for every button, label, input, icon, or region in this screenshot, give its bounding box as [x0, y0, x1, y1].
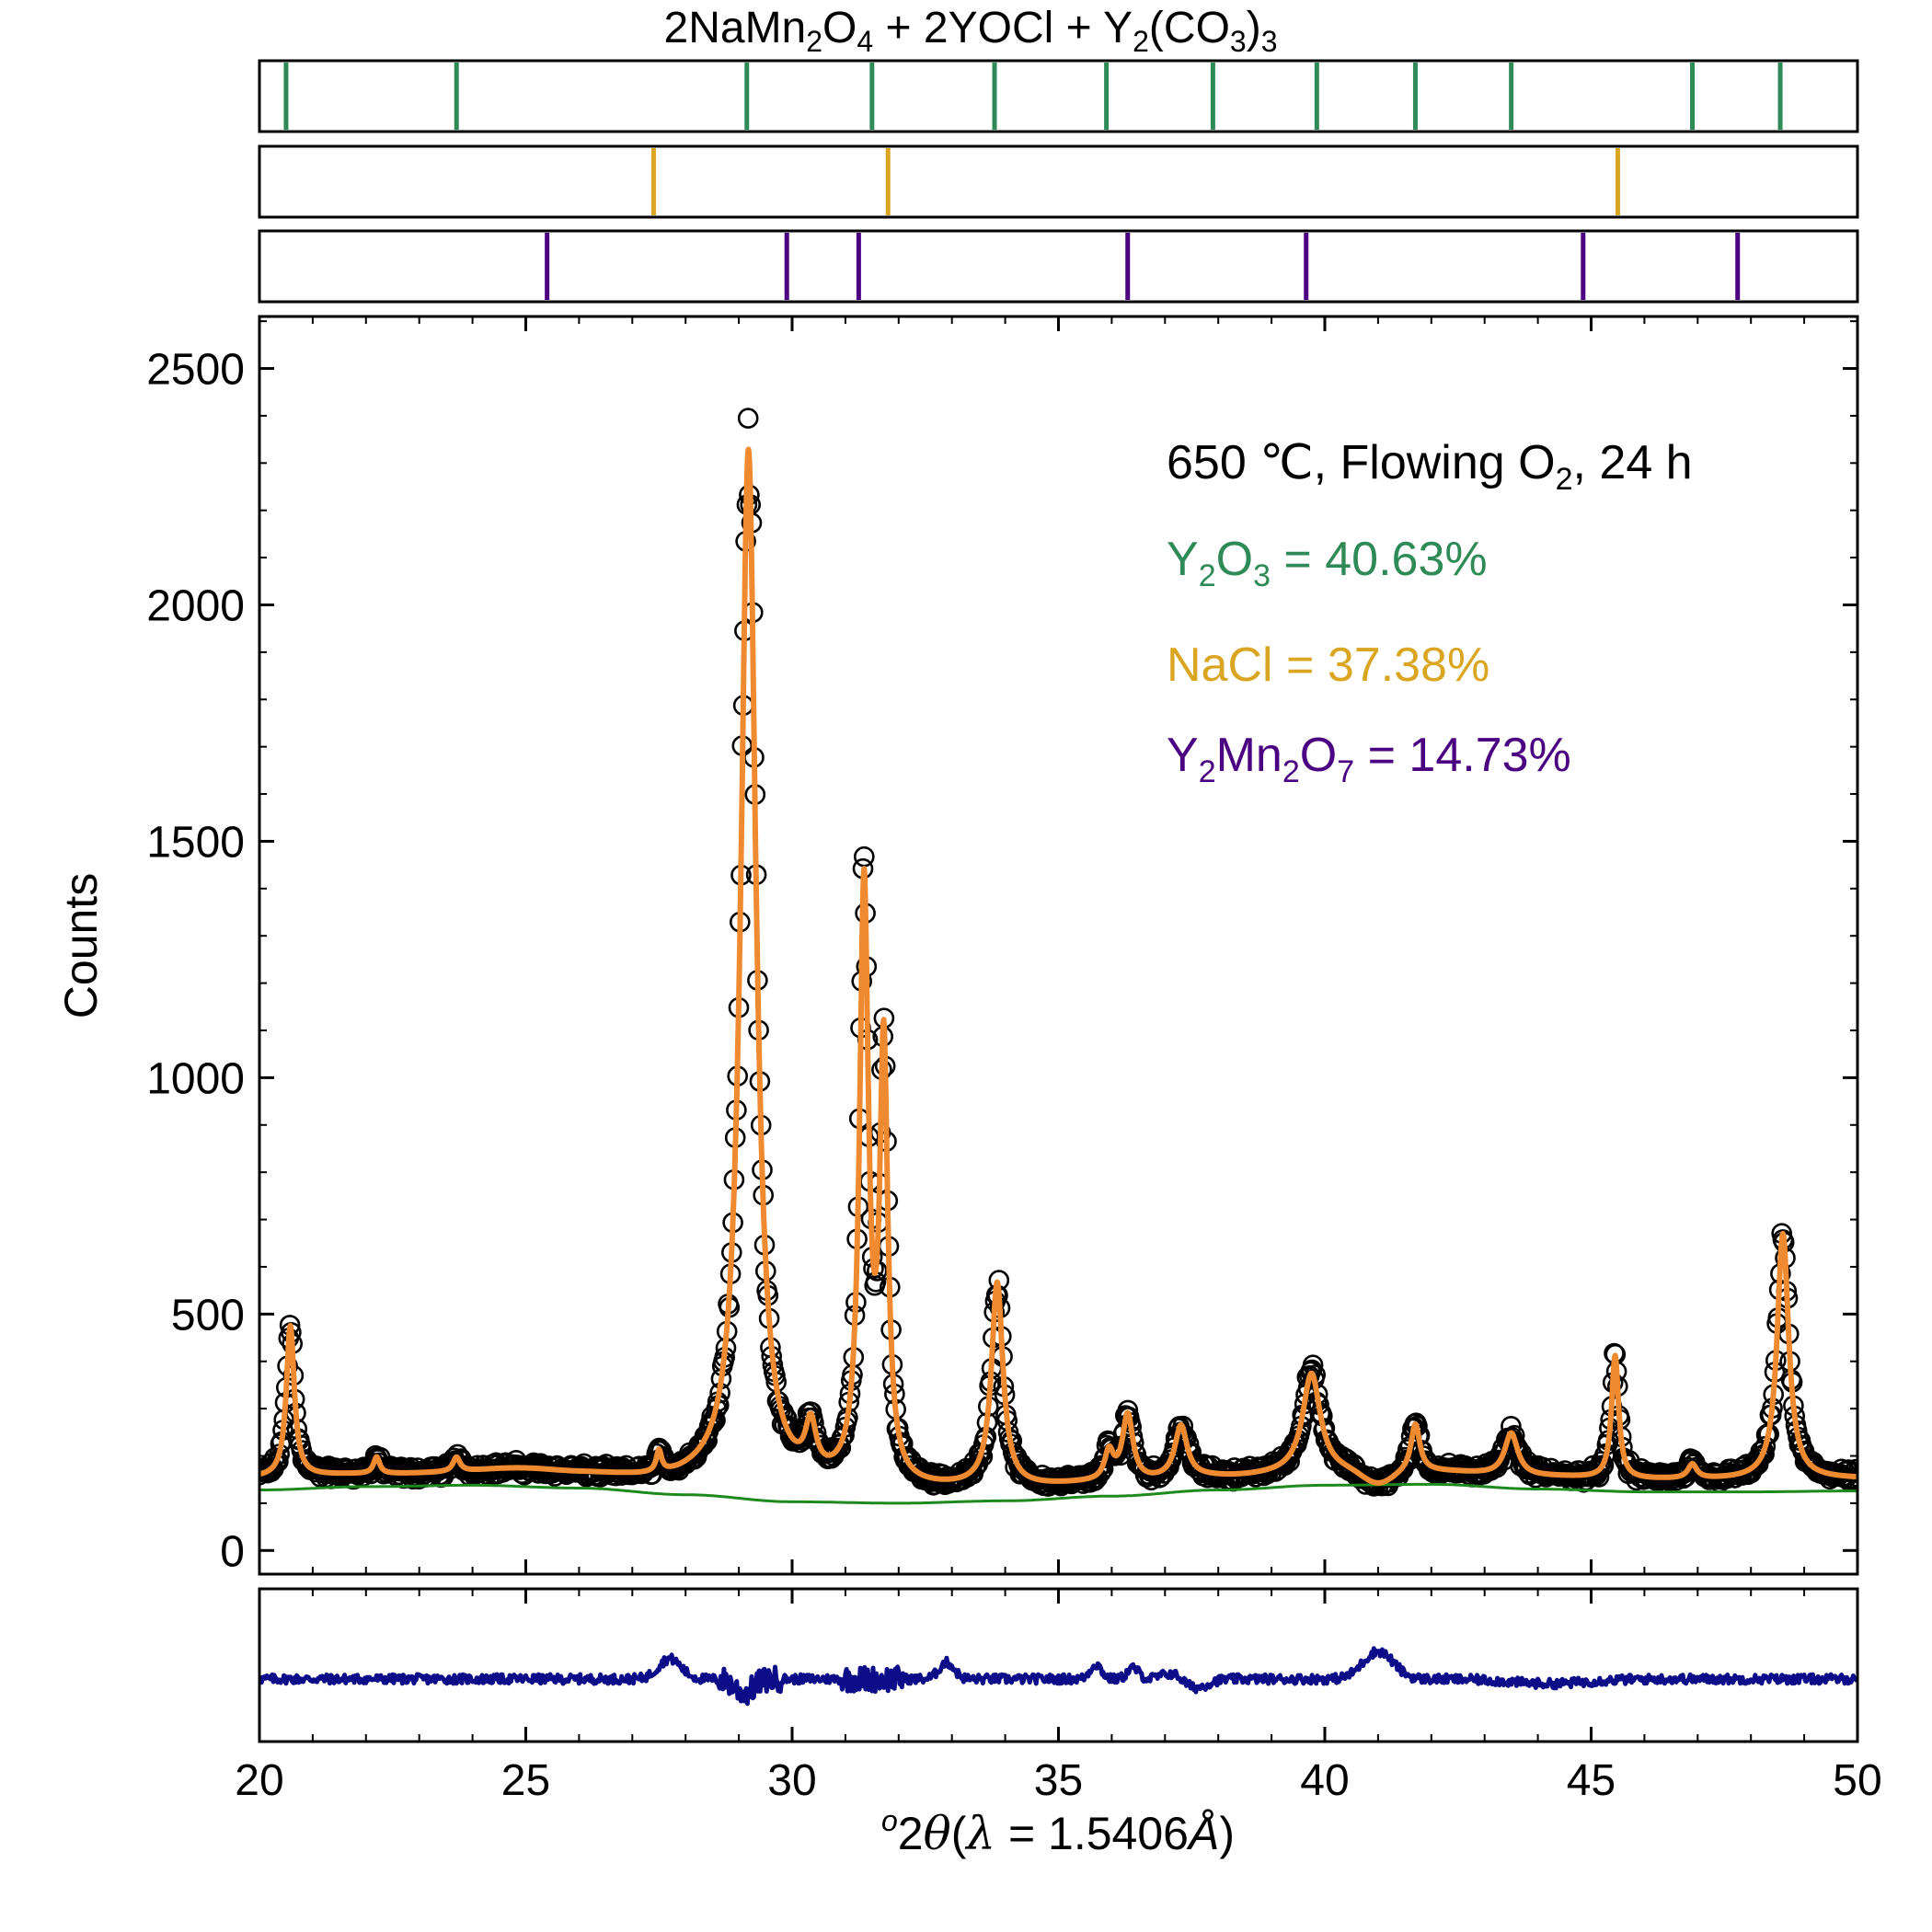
- difference-axis-ticks: 20 25 30 35 40 45 50: [235, 1589, 1882, 1805]
- observed-data-points: [259, 408, 1857, 1497]
- y2o3-fraction-label: Y2O3 = 40.63%: [1167, 533, 1488, 593]
- y-tick-label: 1500: [146, 818, 245, 867]
- y2mn2o7-reflection-ticks: [545, 233, 1741, 300]
- y-tick-label: 2500: [146, 346, 245, 395]
- main-axis-ticks: 0 500 1000 1500 2000 2500: [146, 316, 1859, 1576]
- observed-point: [1394, 1454, 1415, 1475]
- x-tick-label: 20: [235, 1756, 283, 1805]
- y-tick-label: 0: [220, 1527, 245, 1576]
- nacl-reflection-ticks: [650, 148, 1620, 215]
- x-tick-label: 35: [1034, 1756, 1083, 1805]
- y2mn2o7-reflections-panel: [258, 229, 1859, 304]
- x-axis-label: o2θ(λ = 1.5406Å): [881, 1804, 1235, 1860]
- chart-title: 2NaMn2O4 + 2YOCl + Y2(CO3)3: [664, 4, 1278, 58]
- difference-panel-frame: [258, 1587, 1859, 1743]
- observed-point: [1844, 1462, 1857, 1483]
- calculated-curve: [259, 446, 1857, 1486]
- x-tick-label: 25: [501, 1756, 550, 1805]
- x-tick-label: 45: [1567, 1756, 1616, 1805]
- x-tick-label: 40: [1300, 1756, 1349, 1805]
- x-tick-label: 50: [1833, 1756, 1881, 1805]
- nacl-fraction-label: NaCl = 37.38%: [1167, 638, 1489, 692]
- background-curve: [259, 1482, 1857, 1505]
- y2o3-reflections-panel: [258, 59, 1859, 133]
- y-tick-label: 2000: [146, 581, 245, 630]
- observed-point: [853, 845, 875, 868]
- y2o3-reflection-ticks: [283, 63, 1783, 130]
- condition-annotation: 650 ℃, Flowing O2, 24 h: [1167, 436, 1693, 497]
- y-axis-label: Counts: [55, 873, 107, 1018]
- y2mn2o7-fraction-label: Y2Mn2O7 = 14.73%: [1167, 729, 1571, 789]
- observed-point: [737, 408, 759, 429]
- x-tick-label: 30: [767, 1756, 816, 1805]
- y-tick-label: 500: [171, 1291, 245, 1340]
- nacl-reflections-panel: [258, 144, 1859, 219]
- y-tick-label: 1000: [146, 1054, 245, 1103]
- difference-curve: [259, 1646, 1857, 1707]
